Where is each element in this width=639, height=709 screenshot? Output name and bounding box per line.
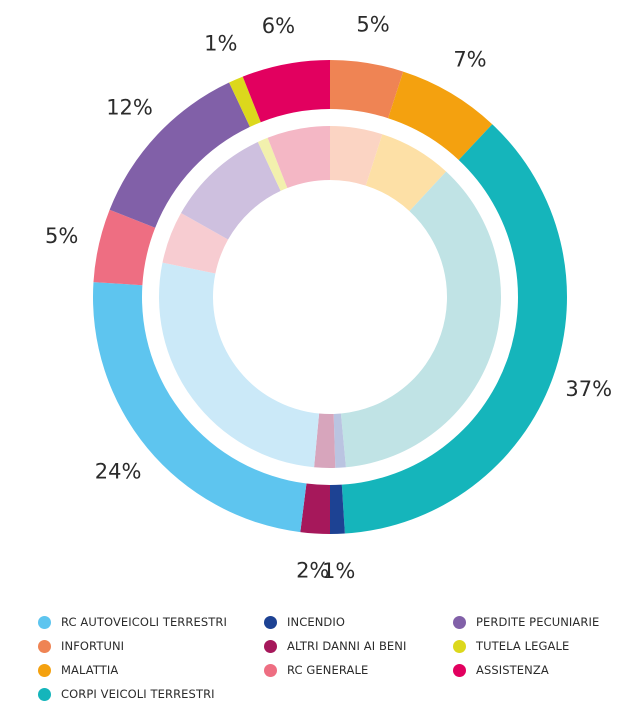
inner-slice-perdite-pecuniarie (181, 141, 281, 240)
inner-slice-malattia (365, 134, 447, 212)
outer-slice-assistenza (242, 60, 330, 123)
inner-slice-rc-autoveicoli-terrestri (159, 262, 320, 468)
legend-item-assistenza: ASSISTENZA (453, 660, 549, 680)
inner-slice-altri-danni-ai-beni (314, 413, 336, 468)
legend-label: TUTELA LEGALE (476, 639, 570, 653)
legend-swatch (264, 615, 277, 629)
legend-swatch (453, 615, 466, 629)
data-label-rc-generale: 5% (45, 224, 78, 248)
legend-item-tutela-legale: TUTELA LEGALE (453, 636, 569, 656)
data-label-tutela-legale: 1% (204, 32, 237, 56)
legend-item-altri-danni-ai-beni: ALTRI DANNI AI BENI (264, 636, 407, 656)
inner-slice-corpi-veicoli-terrestri (340, 171, 502, 468)
data-label-rc-autoveicoli-terrestri: 24% (95, 459, 142, 483)
data-label-infortuni: 5% (356, 12, 389, 36)
data-label-malattia: 7% (453, 47, 486, 71)
outer-slice-infortuni (330, 60, 404, 119)
legend-item-malattia: MALATTIA (38, 660, 118, 680)
legend-item-infortuni: INFORTUNI (38, 636, 124, 656)
outer-slice-incendio (330, 484, 345, 534)
inner-slice-assistenza (267, 126, 330, 189)
legend-label: INFORTUNI (61, 639, 125, 653)
inner-slice-rc-generale (162, 213, 229, 274)
legend-item-rc-generale: RC GENERALE (264, 660, 368, 680)
inner-slice-infortuni (330, 126, 383, 186)
legend-item-perdite-pecuniarie: PERDITE PECUNIARIE (453, 612, 599, 632)
legend-swatch (38, 663, 51, 677)
legend-swatch (264, 663, 277, 677)
outer-slice-perdite-pecuniarie (109, 82, 250, 228)
outer-slice-malattia (388, 71, 493, 160)
legend-label: MALATTIA (61, 663, 119, 677)
outer-slice-rc-generale (93, 209, 156, 286)
legend-swatch (38, 615, 51, 629)
inner-slice-tutela-legale (257, 137, 288, 191)
data-label-altri-danni-ai-beni: 2% (296, 558, 329, 582)
legend-swatch (264, 639, 277, 653)
outer-slice-rc-autoveicoli-terrestri (92, 282, 307, 533)
donut-chart: 5%7%37%1%2%24%5%12%1%6% (45, 12, 612, 583)
legend-label: RC AUTOVEICOLI TERRESTRI (61, 615, 227, 629)
data-label-corpi-veicoli-terrestri: 37% (565, 377, 612, 401)
data-label-assistenza: 6% (262, 14, 295, 38)
legend-item-rc-autoveicoli-terrestri: RC AUTOVEICOLI TERRESTRI (38, 612, 227, 632)
legend-label: ASSISTENZA (476, 663, 549, 677)
legend-label: RC GENERALE (287, 663, 369, 677)
legend-swatch (38, 639, 51, 653)
legend-label: INCENDIO (287, 615, 345, 629)
legend-item-incendio: INCENDIO (264, 612, 345, 632)
data-label-incendio: 1% (322, 559, 355, 583)
legend-swatch (453, 663, 466, 677)
outer-slice-corpi-veicoli-terrestri (341, 124, 567, 534)
legend-swatch (38, 687, 51, 701)
legend: RC AUTOVEICOLI TERRESTRI INFORTUNI MALATTI… (38, 612, 628, 708)
inner-slice-incendio (333, 413, 346, 468)
legend-label: ALTRI DANNI AI BENI (287, 639, 407, 653)
outer-slice-altri-danni-ai-beni (300, 483, 330, 534)
legend-label: PERDITE PECUNIARIE (476, 615, 600, 629)
data-label-perdite-pecuniarie: 12% (106, 96, 153, 120)
legend-label: CORPI VEICOLI TERRESTRI (61, 687, 215, 701)
outer-slice-tutela-legale (229, 76, 261, 127)
legend-item-corpi-veicoli-terrestri: CORPI VEICOLI TERRESTRI (38, 684, 215, 704)
legend-swatch (453, 639, 466, 653)
